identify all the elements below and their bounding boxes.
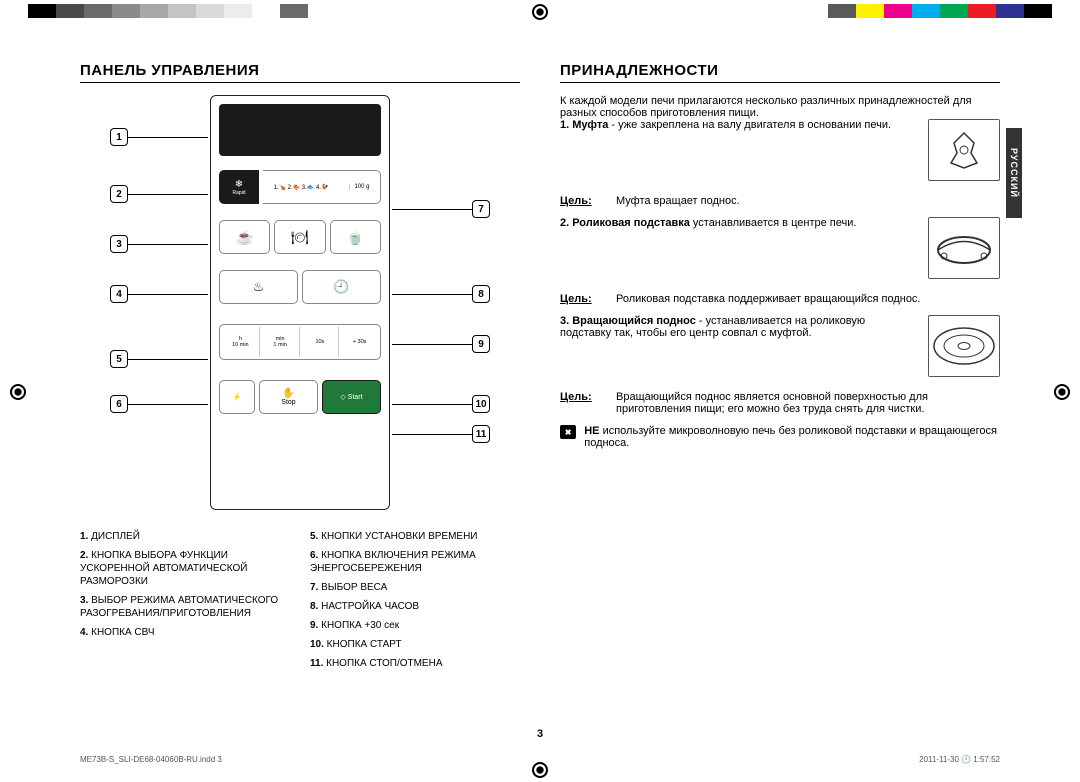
- time-min[interactable]: min1 min: [262, 327, 300, 357]
- accessory-image: [928, 315, 1000, 377]
- footer-date: 2011-11-30 🕐 1:57:52: [919, 755, 1000, 764]
- callout-3: 3: [110, 235, 128, 253]
- accessories-intro: К каждой модели печи прилагаются несколь…: [560, 95, 1000, 119]
- weight-select[interactable]: 1.🍗 2.🍖 3.🐟 4.🐓 100 g: [263, 170, 381, 204]
- time-30s[interactable]: + 30s: [341, 327, 378, 357]
- stop-btn[interactable]: ✋Stop: [259, 380, 318, 414]
- legend-item: 9. КНОПКА +30 сек: [310, 619, 520, 632]
- legend-item: 6. КНОПКА ВКЛЮЧЕНИЯ РЕЖИМА ЭНЕРГОСБЕРЕЖЕ…: [310, 549, 520, 575]
- page-number: 3: [537, 728, 543, 740]
- legend-item: 8. НАСТРОЙКА ЧАСОВ: [310, 600, 520, 613]
- legend-item: 1. ДИСПЛЕЙ: [80, 530, 290, 543]
- mode-row: ♨ 🕘: [219, 270, 381, 304]
- registration-mark: [532, 762, 548, 778]
- callout-6: 6: [110, 395, 128, 413]
- legend-item: 4. КНОПКА СВЧ: [80, 626, 290, 639]
- legend-item: 11. КНОПКА СТОП/ОТМЕНА: [310, 657, 520, 670]
- clock-btn[interactable]: 🕘: [302, 270, 381, 304]
- callout-9: 9: [472, 335, 490, 353]
- legend-item: 2. КНОПКА ВЫБОРА ФУНКЦИИ УСКОРЕННОЙ АВТО…: [80, 549, 290, 588]
- reheat-row: ☕ 🍽 🍵: [219, 220, 381, 254]
- callout-5: 5: [110, 350, 128, 368]
- reheat-btn-3[interactable]: 🍵: [330, 220, 381, 254]
- microwave-btn[interactable]: ♨: [219, 270, 298, 304]
- rapid-button[interactable]: ❄ Rapid: [219, 170, 259, 204]
- callout-11: 11: [472, 425, 490, 443]
- time-10s[interactable]: 10s: [302, 327, 340, 357]
- display-screen: [219, 104, 381, 156]
- accessories-heading: ПРИНАДЛЕЖНОСТИ: [560, 62, 1000, 83]
- legend-item: 10. КНОПКА СТАРТ: [310, 638, 520, 651]
- left-column: ПАНЕЛЬ УПРАВЛЕНИЯ ❄ Rapid 1.🍗 2.🍖 3.🐟 4.…: [80, 62, 520, 676]
- callout-4: 4: [110, 285, 128, 303]
- control-panel-diagram: ❄ Rapid 1.🍗 2.🍖 3.🐟 4.🐓 100 g ☕ 🍽 🍵 ♨ 🕘 …: [80, 95, 520, 510]
- callout-8: 8: [472, 285, 490, 303]
- accessory-image: [928, 119, 1000, 181]
- accessory-item: 3. Вращающийся поднос - устанавливается …: [560, 315, 1000, 415]
- eco-btn[interactable]: ⚡: [219, 380, 255, 414]
- page-content: ПАНЕЛЬ УПРАВЛЕНИЯ ❄ Rapid 1.🍗 2.🍖 3.🐟 4.…: [0, 0, 1080, 696]
- reheat-btn-1[interactable]: ☕: [219, 220, 270, 254]
- callout-10: 10: [472, 395, 490, 413]
- accessory-item: 2. Роликовая подставка устанавливается в…: [560, 217, 1000, 305]
- rapid-defrost-row: ❄ Rapid 1.🍗 2.🍖 3.🐟 4.🐓 100 g: [219, 170, 381, 204]
- accessory-item: 1. Муфта - уже закреплена на валу двигат…: [560, 119, 1000, 207]
- reheat-btn-2[interactable]: 🍽: [274, 220, 325, 254]
- legend-item: 3. ВЫБОР РЕЖИМА АВТОМАТИЧЕСКОГО РАЗОГРЕВ…: [80, 594, 290, 620]
- panel-heading: ПАНЕЛЬ УПРАВЛЕНИЯ: [80, 62, 520, 83]
- callout-7: 7: [472, 200, 490, 218]
- start-btn[interactable]: ◇Start: [322, 380, 381, 414]
- callout-1: 1: [110, 128, 128, 146]
- time-h[interactable]: h10 min: [222, 327, 260, 357]
- footer: ME73B-S_SLI-DE68-04060B-RU.indd 3 2011-1…: [80, 755, 1000, 764]
- legend-item: 7. ВЫБОР ВЕСА: [310, 581, 520, 594]
- control-panel: ❄ Rapid 1.🍗 2.🍖 3.🐟 4.🐓 100 g ☕ 🍽 🍵 ♨ 🕘 …: [210, 95, 390, 510]
- callout-2: 2: [110, 185, 128, 203]
- accessory-image: [928, 217, 1000, 279]
- note-icon: ✖: [560, 425, 576, 439]
- time-row: h10 min min1 min 10s + 30s: [219, 324, 381, 360]
- warning-note: ✖ НЕ используйте микроволновую печь без …: [560, 425, 1000, 449]
- right-column: ПРИНАДЛЕЖНОСТИ К каждой модели печи прил…: [560, 62, 1000, 676]
- legend: 1. ДИСПЛЕЙ 2. КНОПКА ВЫБОРА ФУНКЦИИ УСКОР…: [80, 530, 520, 676]
- legend-item: 5. КНОПКИ УСТАНОВКИ ВРЕМЕНИ: [310, 530, 520, 543]
- footer-file: ME73B-S_SLI-DE68-04060B-RU.indd 3: [80, 755, 222, 764]
- control-row: ⚡ ✋Stop ◇Start: [219, 380, 381, 414]
